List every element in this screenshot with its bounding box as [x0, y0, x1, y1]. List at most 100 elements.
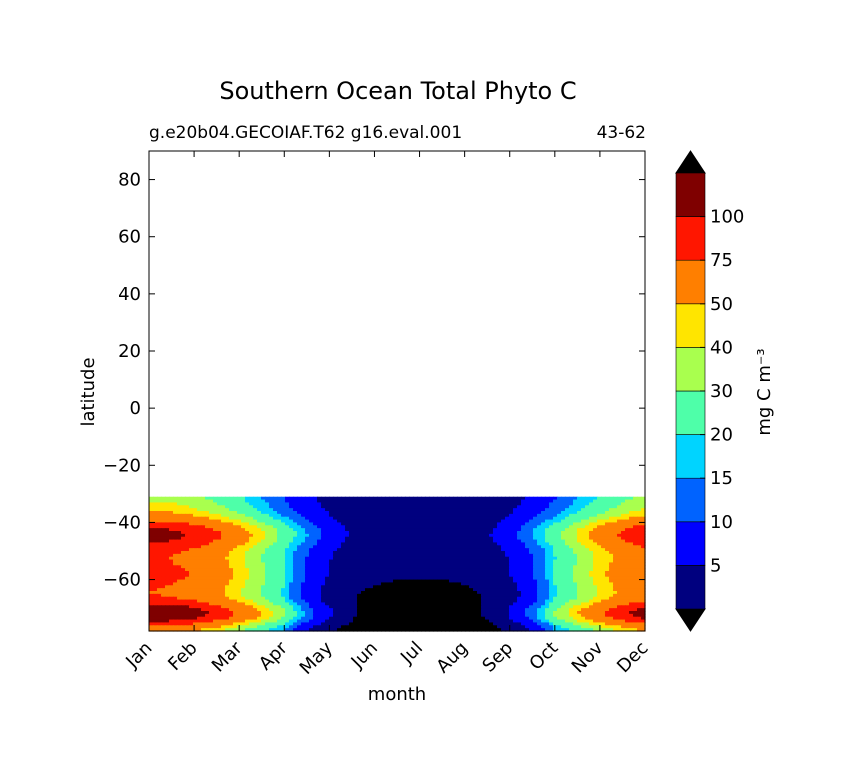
contour-cell [537, 513, 542, 518]
contour-cell [637, 536, 642, 541]
contour-cell [629, 588, 634, 592]
contour-cell [573, 525, 578, 529]
contour-cell [233, 562, 238, 566]
contour-cell [293, 568, 298, 572]
contour-cell [261, 605, 266, 609]
contour-cell [177, 511, 182, 515]
contour-cell [329, 562, 334, 566]
contour-cell [325, 593, 330, 598]
contour-cell [593, 593, 598, 598]
contour-cell [449, 525, 454, 529]
contour-cell [225, 591, 230, 595]
contour-cell [173, 579, 178, 584]
contour-cell [505, 588, 510, 592]
contour-cell [529, 591, 534, 595]
contour-cell [505, 568, 510, 572]
contour-cell [297, 496, 302, 501]
contour-cell [277, 548, 282, 552]
contour-cell [581, 553, 586, 558]
contour-cell [541, 553, 546, 558]
contour-cell [497, 579, 502, 584]
contour-cell [197, 513, 202, 518]
contour-cell [173, 602, 178, 606]
contour-cell [497, 505, 502, 509]
contour-cell [625, 599, 630, 604]
contour-cell [525, 508, 530, 512]
contour-cell [553, 519, 558, 524]
contour-cell [357, 542, 362, 546]
contour-cell [601, 528, 606, 532]
contour-cell [373, 588, 378, 592]
contour-cell [193, 596, 198, 601]
contour-cell [585, 539, 590, 544]
contour-cell [497, 502, 502, 506]
contour-cell [205, 579, 210, 584]
contour-cell [505, 511, 510, 515]
contour-cell [381, 528, 386, 532]
contour-cell [425, 542, 430, 546]
contour-cell [293, 545, 298, 549]
contour-cell [357, 502, 362, 506]
contour-cell [281, 553, 286, 558]
contour-cell [157, 516, 162, 521]
contour-cell [501, 551, 506, 555]
contour-cell [573, 551, 578, 555]
contour-cell [481, 585, 486, 589]
contour-cell [253, 539, 258, 544]
contour-cell [437, 599, 442, 604]
contour-cell [509, 562, 514, 566]
contour-cell [621, 585, 626, 589]
contour-cell [277, 611, 282, 615]
contour-cell [473, 579, 478, 584]
contour-cell [281, 548, 286, 552]
contour-cell [525, 513, 530, 518]
contour-cell [261, 556, 266, 561]
contour-cell [553, 591, 558, 595]
contour-cell [321, 531, 326, 535]
contour-cell [333, 582, 338, 586]
contour-cell [485, 513, 490, 518]
contour-cell [349, 596, 354, 601]
contour-cell [365, 528, 370, 532]
contour-cell [581, 525, 586, 529]
contour-cell [317, 545, 322, 549]
contour-cell [529, 545, 534, 549]
contour-cell [449, 551, 454, 555]
contour-cell [169, 528, 174, 532]
contour-cell [457, 562, 462, 566]
contour-cell [221, 602, 226, 606]
contour-cell [385, 551, 390, 555]
contour-cell [269, 585, 274, 589]
contour-cell [153, 539, 158, 544]
contour-cell [617, 499, 622, 504]
contour-cell [177, 536, 182, 541]
contour-cell [549, 528, 554, 532]
contour-cell [305, 576, 310, 581]
contour-cell [441, 565, 446, 569]
contour-cell [369, 565, 374, 569]
contour-cell [277, 545, 282, 549]
contour-cell [393, 608, 398, 612]
contour-cell [581, 548, 586, 552]
contour-cell [365, 588, 370, 592]
contour-cell [377, 588, 382, 592]
contour-cell [341, 602, 346, 606]
contour-cell [265, 531, 270, 535]
contour-cell [213, 522, 218, 526]
contour-cell [457, 496, 462, 501]
contour-cell [285, 539, 290, 544]
contour-cell [377, 545, 382, 549]
contour-cell [425, 562, 430, 566]
contour-cell [553, 525, 558, 529]
contour-cell [153, 533, 158, 538]
contour-cell [501, 548, 506, 552]
contour-cell [617, 528, 622, 532]
contour-cell [385, 588, 390, 592]
contour-cell [461, 605, 466, 609]
contour-cell [377, 608, 382, 612]
contour-cell [473, 545, 478, 549]
contour-cell [149, 516, 154, 521]
contour-cell [573, 588, 578, 592]
contour-cell [457, 579, 462, 584]
contour-cell [489, 496, 494, 501]
